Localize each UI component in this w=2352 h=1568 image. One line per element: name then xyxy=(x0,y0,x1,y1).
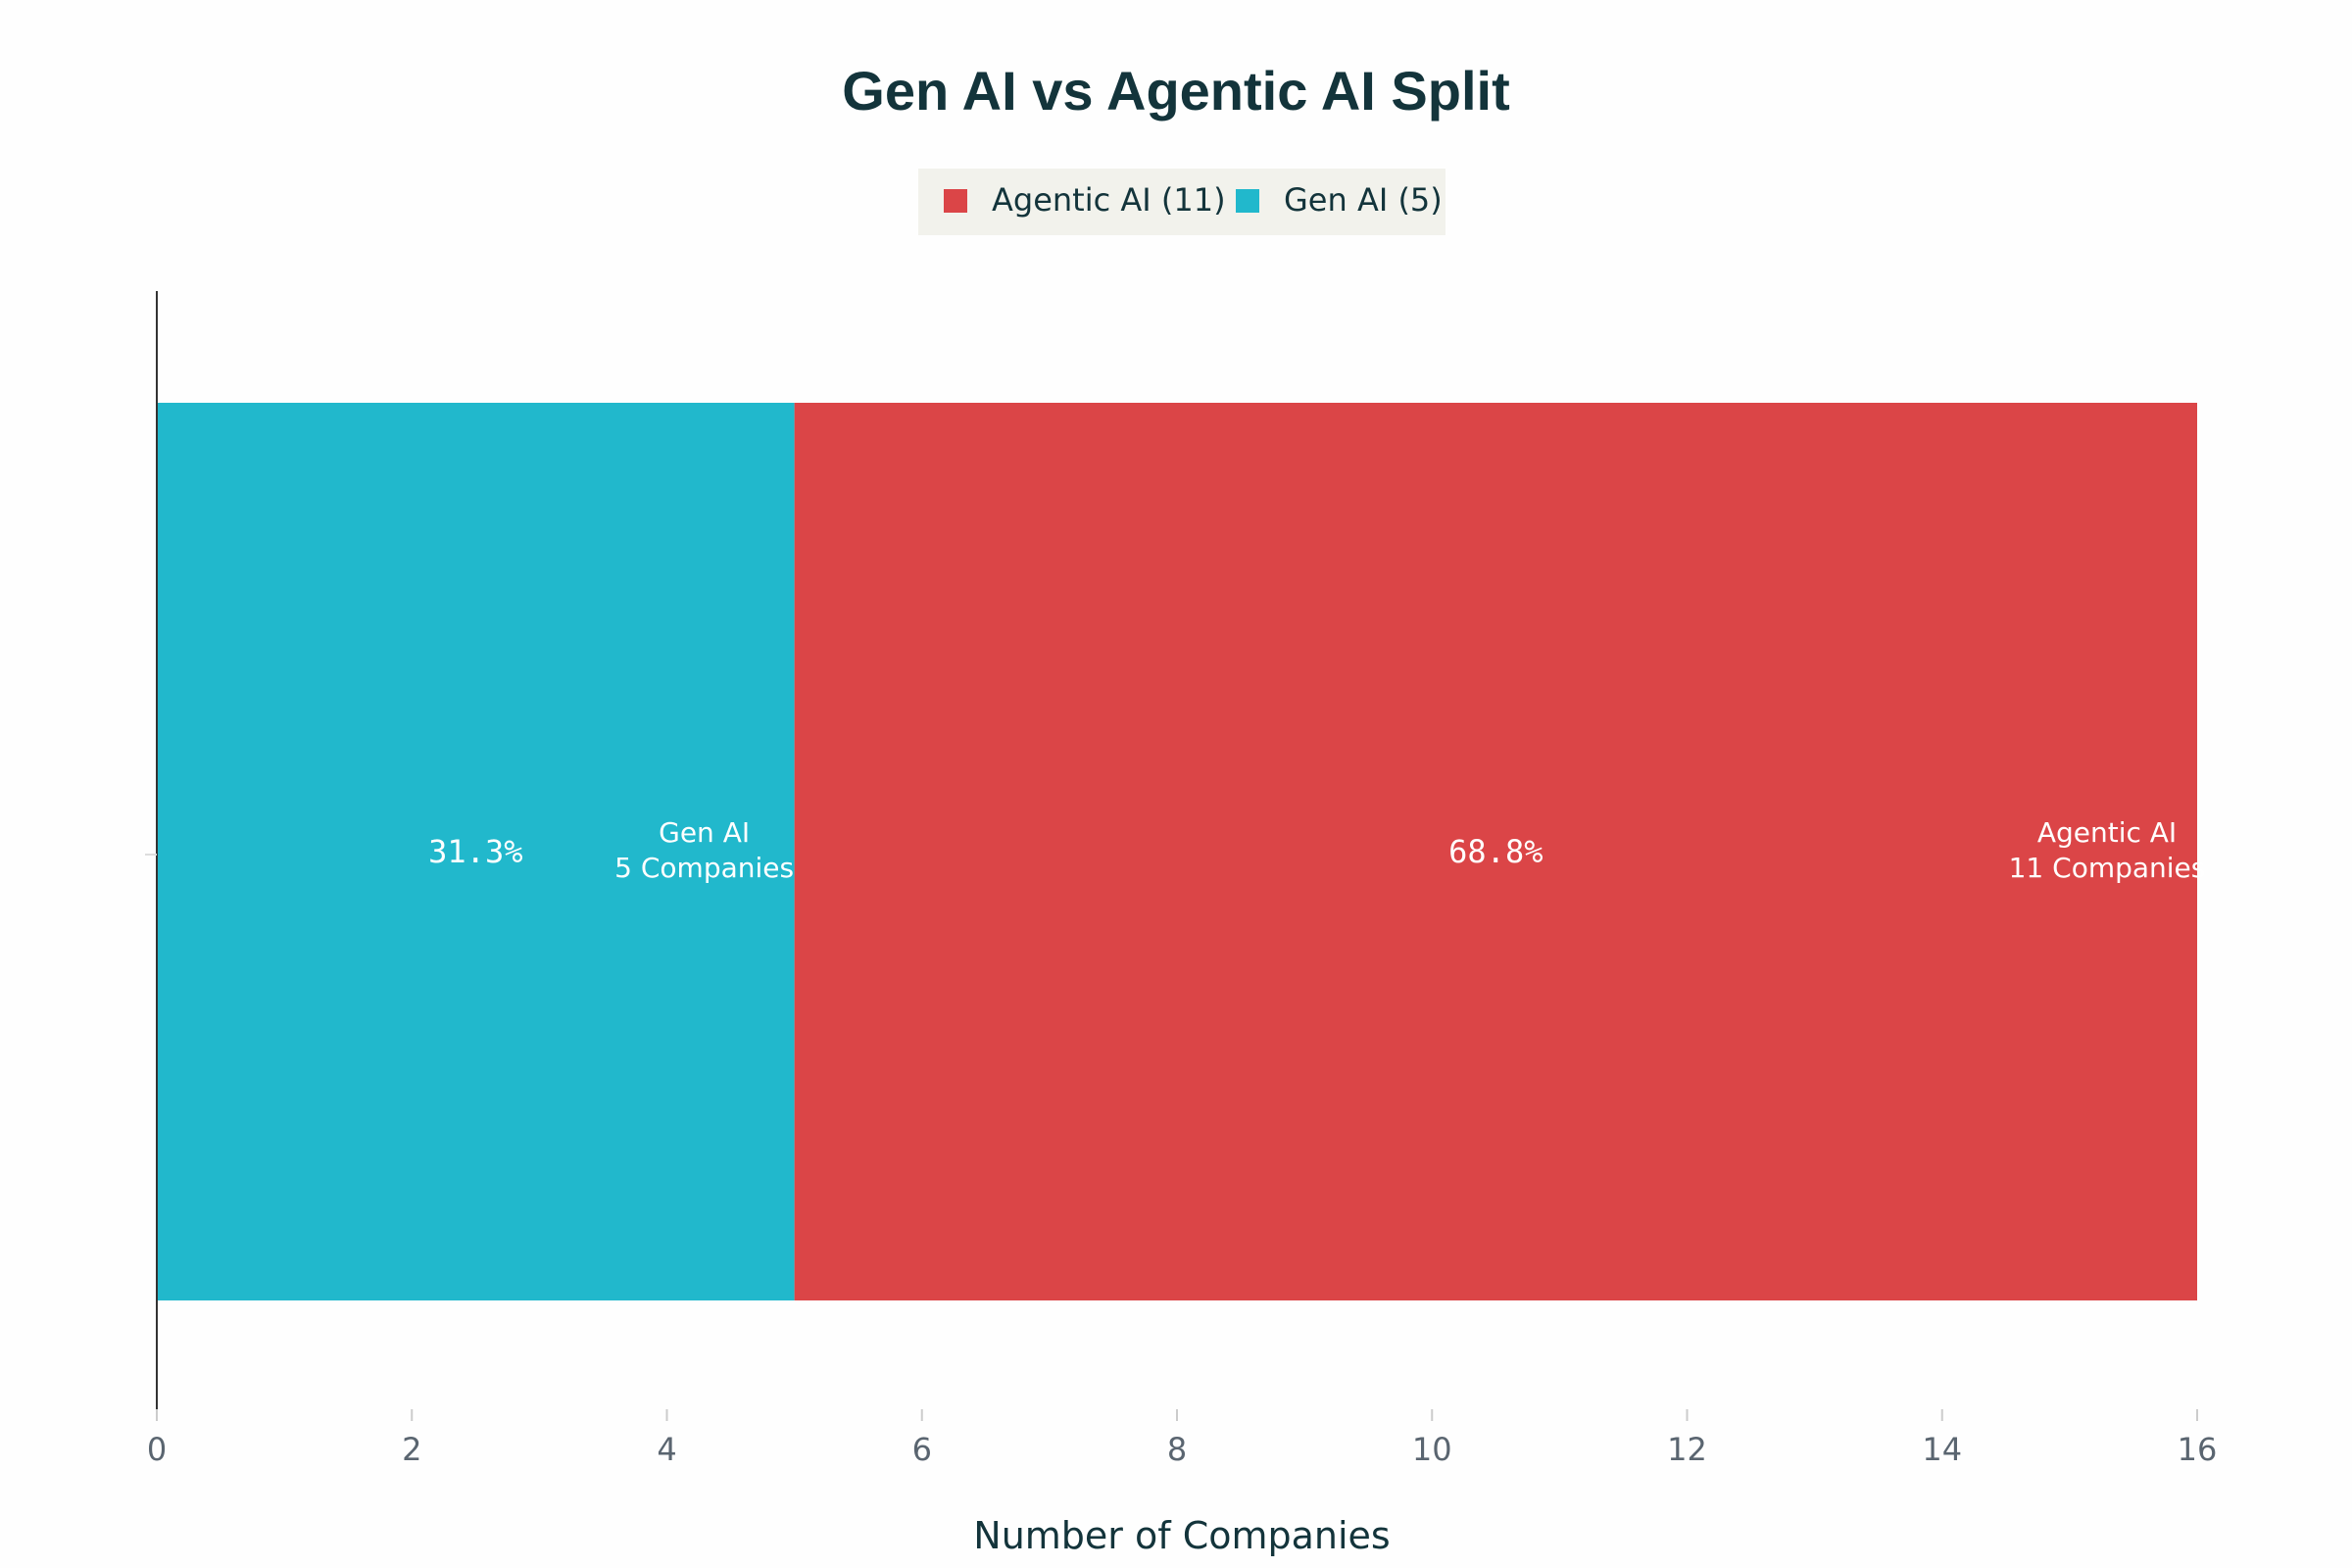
x-tick-label: 8 xyxy=(1167,1431,1187,1468)
x-tick-label: 12 xyxy=(1667,1431,1707,1468)
x-tick-label: 6 xyxy=(912,1431,932,1468)
percent-label-gen-ai: 31.3% xyxy=(428,833,522,870)
x-tick-label: 16 xyxy=(2178,1431,2218,1468)
x-tick-label: 14 xyxy=(1922,1431,1962,1468)
chart-title: Gen AI vs Agentic AI Split xyxy=(842,60,1509,122)
bar-labels: 31.3% Gen AI5 Companies 68.8% Agentic AI11 … xyxy=(428,816,2205,884)
x-tick-label: 2 xyxy=(402,1431,421,1468)
x-axis-title: Number of Companies xyxy=(973,1514,1390,1557)
x-tick-label: 10 xyxy=(1412,1431,1452,1468)
bar-label-name-agentic-ai: Agentic AI xyxy=(2037,816,2177,849)
plot-area: 31.3% Gen AI5 Companies 68.8% Agentic AI11 … xyxy=(145,291,2217,1468)
percent-label-agentic-ai: 68.8% xyxy=(1448,833,1543,870)
legend-label-agentic-ai: Agentic AI (11) xyxy=(992,181,1226,219)
bars xyxy=(157,403,2197,1300)
x-axis-ticks: 0 2 4 6 8 10 12 14 16 xyxy=(147,1409,2218,1468)
bar-agentic-ai xyxy=(794,403,2197,1300)
legend-label-gen-ai: Gen AI (5) xyxy=(1284,181,1443,219)
legend-swatch-agentic-ai xyxy=(944,189,967,213)
x-tick-label: 4 xyxy=(657,1431,676,1468)
bar-label-name-gen-ai: Gen AI xyxy=(659,816,750,849)
legend-swatch-gen-ai xyxy=(1236,189,1259,213)
x-tick-label: 0 xyxy=(147,1431,167,1468)
legend-background xyxy=(918,169,1446,235)
bar-label-count-gen-ai: 5 Companies xyxy=(614,852,794,884)
bar-gen-ai xyxy=(157,403,795,1300)
bar-label-count-agentic-ai: 11 Companies xyxy=(2009,852,2206,884)
legend: Agentic AI (11) Gen AI (5) xyxy=(918,169,1446,235)
